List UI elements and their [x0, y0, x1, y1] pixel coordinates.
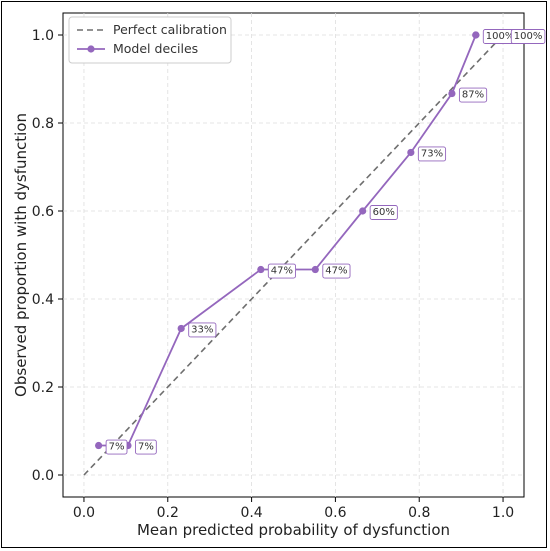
- data-label: 60%: [369, 205, 398, 220]
- x-tick-label: 0.8: [408, 505, 430, 521]
- y-tick-label: 0.4: [32, 292, 54, 308]
- data-label-box: [267, 263, 296, 279]
- y-axis: 0.0 0.2 0.4 0.6 0.8 1.0: [32, 28, 63, 484]
- data-label-box: [369, 205, 398, 220]
- legend-label-perfect-calibration: Perfect calibration: [113, 22, 227, 37]
- data-label: 7%: [135, 439, 157, 455]
- data-label: 7%: [105, 439, 128, 455]
- data-label-text: 7%: [138, 442, 154, 453]
- data-label-text: 47%: [325, 266, 347, 277]
- data-label-box: [135, 439, 157, 455]
- data-label: 33%: [188, 322, 217, 338]
- x-axis: 0.0 0.2 0.4 0.6 0.8 1.0: [73, 497, 514, 521]
- x-tick-label: 1.0: [492, 505, 514, 521]
- y-tick-label: 0.8: [32, 116, 54, 132]
- model-decile-point: [177, 324, 185, 333]
- data-labels: 7% 7% 33% 47% 47% 60% 73% 87% 100% 100%: [105, 29, 546, 455]
- y-tick-label: 0.2: [32, 380, 54, 396]
- grid: [63, 13, 524, 497]
- model-decile-point: [257, 265, 265, 274]
- y-tick-label: 1.0: [32, 28, 54, 44]
- legend-box: [68, 16, 232, 64]
- data-label-text: 60%: [373, 207, 395, 218]
- y-tick-label: 0.0: [32, 468, 54, 484]
- data-label: 47%: [322, 263, 351, 279]
- x-tick-label: 0.4: [240, 505, 262, 521]
- data-label-text: 87%: [462, 90, 484, 101]
- y-axis-title: Observed proportion with dysfunction: [12, 113, 30, 397]
- data-label: 100%: [510, 29, 546, 44]
- x-axis-title: Mean predicted probability of dysfunctio…: [137, 521, 450, 539]
- data-label-box: [105, 439, 128, 455]
- data-label-box: [458, 87, 488, 103]
- series-layer: [83, 31, 504, 476]
- model-decile-point: [407, 148, 415, 157]
- model-decile-point: [95, 441, 103, 450]
- legend-marker-model-deciles: [87, 45, 95, 53]
- perfect-calibration-line: [83, 34, 504, 476]
- data-label: 47%: [267, 263, 296, 279]
- model-decile-point: [448, 89, 456, 98]
- x-tick-label: 0.6: [324, 505, 346, 521]
- data-label-text: 7%: [109, 442, 125, 453]
- data-label: 73%: [417, 146, 447, 162]
- data-label-text: 100%: [486, 31, 515, 42]
- legend: Perfect calibration Model deciles: [68, 16, 232, 64]
- data-label-box: [188, 322, 217, 338]
- data-label-text: 47%: [271, 266, 293, 277]
- x-tick-label: 0.0: [73, 505, 95, 521]
- model-decile-point: [359, 207, 367, 215]
- data-label-box: [510, 29, 546, 44]
- legend-label-model-deciles: Model deciles: [113, 41, 198, 56]
- data-label-box: [322, 263, 351, 279]
- data-label-text: 100%: [514, 31, 543, 42]
- data-label-text: 33%: [191, 324, 213, 335]
- data-label: 87%: [458, 87, 488, 103]
- y-tick-label: 0.6: [32, 204, 54, 220]
- data-label-box: [417, 146, 447, 162]
- data-label-text: 73%: [421, 148, 443, 159]
- model-decile-point: [472, 31, 480, 39]
- x-tick-label: 0.2: [157, 505, 179, 521]
- model-decile-point: [311, 265, 319, 274]
